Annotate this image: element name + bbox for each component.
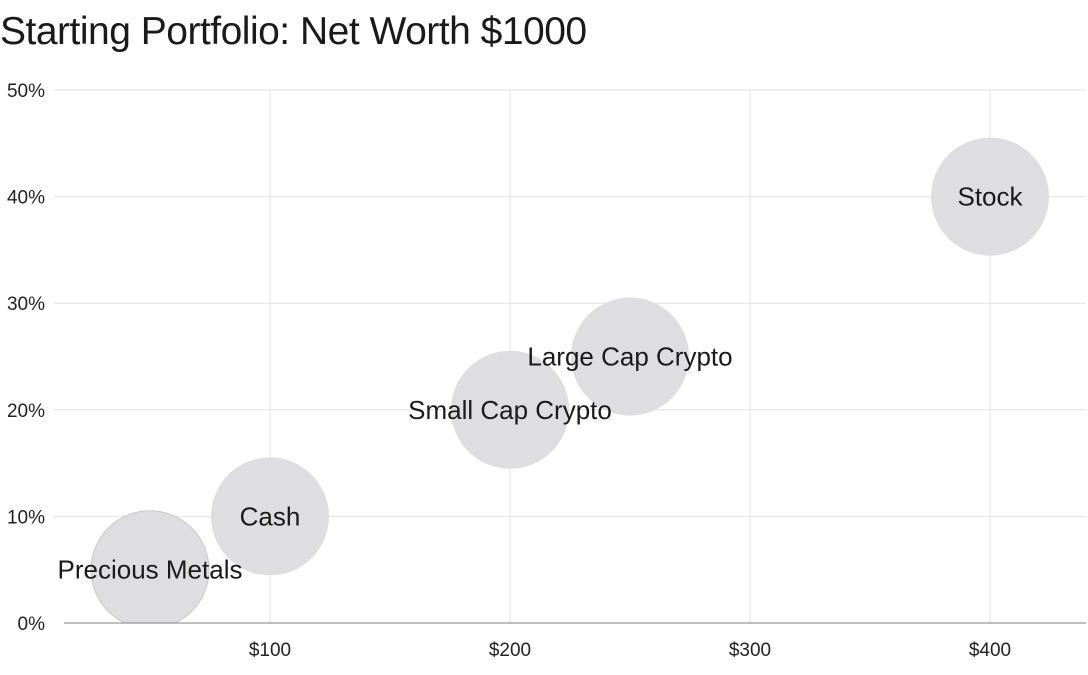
x-tick-label: $100 (249, 640, 291, 661)
chart-title: Starting Portfolio: Net Worth $1000 (0, 10, 587, 53)
y-tick-label: 50% (7, 81, 45, 102)
bubble-cash (211, 457, 329, 576)
x-tick-label: $400 (969, 640, 1011, 661)
bubble-label: Small Cap Crypto (408, 395, 612, 425)
bubble-precious-metals (90, 510, 210, 623)
y-tick-label: 10% (7, 507, 45, 528)
x-tick-label: $300 (729, 640, 771, 661)
bubble-label: Stock (957, 182, 1023, 212)
bubble-large-cap-crypto (571, 297, 689, 416)
x-tick-label: $200 (489, 640, 531, 661)
bubble-stock (931, 137, 1049, 256)
bubble-label: Cash (240, 501, 301, 531)
y-tick-label: 30% (7, 294, 45, 315)
y-tick-label: 20% (7, 401, 45, 422)
bubble-small-cap-crypto (451, 350, 569, 469)
bubble-label: Large Cap Crypto (527, 342, 732, 372)
y-tick-label: 0% (18, 614, 46, 635)
bubble-label: Precious Metals (58, 555, 243, 585)
y-tick-label: 40% (7, 188, 45, 209)
